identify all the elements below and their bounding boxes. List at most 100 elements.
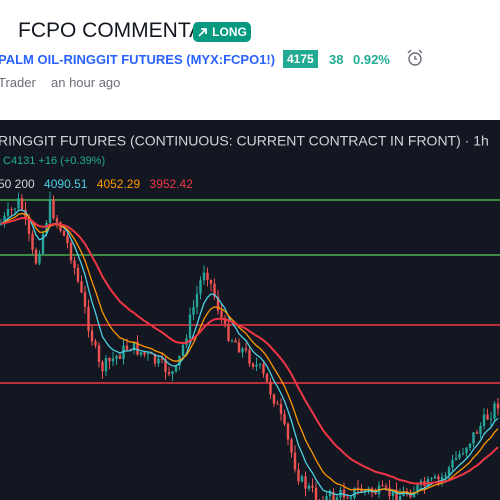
candle-body [24,209,27,218]
candle-body [265,373,269,382]
candle-body [220,310,223,318]
candle-body [454,458,458,460]
candle-body [430,478,433,480]
candle-body [290,439,293,453]
symbol-name: PALM OIL-RINGGIT FUTURES [0,52,183,67]
candle-body [153,354,157,364]
candle-body [136,341,139,355]
candle-body [458,453,461,459]
candle-body [398,495,402,500]
candle-body [216,296,220,311]
candle-body [111,358,115,362]
candle-body [332,492,335,500]
candle-body [234,340,237,343]
ma-value: 3952.42 [150,177,194,191]
candle-body [94,341,97,346]
candle-body [276,403,279,405]
candle-body [227,323,230,341]
candle-body [395,489,398,500]
candle-body [69,243,73,261]
candle-body [279,404,283,414]
alert-icon[interactable] [405,48,425,68]
candle-body [192,307,195,315]
candle-body [122,345,125,359]
badge-label: LONG [212,25,247,39]
candle-body [55,218,59,223]
candle-body [335,497,339,500]
candle-body [433,476,437,479]
candle-body [297,469,300,482]
long-badge[interactable]: LONG [193,22,251,42]
candle-body [104,358,108,372]
candle-body [447,467,451,476]
candle-body [213,283,216,297]
candle-body [202,272,206,281]
candle-body [437,476,440,480]
candle-body [146,353,150,355]
symbol-code: (MYX:FCPO1!) [186,52,276,67]
idea-title: FCPO COMMENTARY [18,19,232,42]
candle-body [206,272,209,280]
candle-body [132,341,136,350]
candle-body [209,279,213,284]
candle-body [440,476,444,480]
candle-body [143,352,146,355]
change: 38 [329,52,344,67]
candle-body [444,475,447,477]
candle-body [157,358,160,364]
candle-body [479,425,482,434]
candle-body [304,476,307,489]
author[interactable]: Trader [0,75,36,90]
candle-body [195,293,199,308]
candle-body [374,492,377,495]
candle-body [349,497,353,499]
candle-body [391,489,395,497]
candle-body [251,363,255,367]
candle-body [468,443,472,448]
candle-body [328,492,332,497]
change-percent: 0.92% [353,52,390,67]
candle-body [311,485,314,488]
candle-body [230,340,234,342]
candle-body [384,485,388,488]
candle-body [237,342,241,353]
moving-average [0,212,499,494]
candle-body [20,198,24,210]
candle-body [342,489,346,498]
ma-legend: 50 200 4090.51 4052.29 3952.42 [0,177,193,191]
candle-body [255,364,258,367]
candle-body [167,372,171,375]
candle-body [27,217,31,234]
candle-body [115,355,118,359]
ma-value: 4052.29 [97,177,141,191]
candle-body [13,208,17,210]
candle-body [461,453,465,455]
candle-body [181,344,185,356]
chart-background [0,120,500,500]
candle-body [223,317,227,324]
candle-body [262,364,265,374]
candle-body [118,355,122,359]
candle-body [6,209,10,216]
candle-body [199,280,202,294]
candle-body [150,353,153,355]
candle-body [356,487,360,489]
candle-body [188,314,192,339]
candle-body [90,330,94,342]
candle-body [325,496,328,500]
candle-body [496,403,500,409]
candle-body [41,233,45,254]
candle-body [346,497,349,499]
candle-body [272,394,276,404]
candle-body [97,345,101,363]
candle-body [381,485,384,487]
symbol-link[interactable]: PALM OIL-RINGGIT FUTURES (MYX:FCPO1!) [0,52,275,67]
candle-body [38,253,41,264]
candle-body [45,222,48,234]
candle-body [52,199,55,219]
candle-body [293,452,297,470]
price: 4175 [283,50,318,68]
candle-body [416,484,419,493]
candle-body [34,249,38,264]
